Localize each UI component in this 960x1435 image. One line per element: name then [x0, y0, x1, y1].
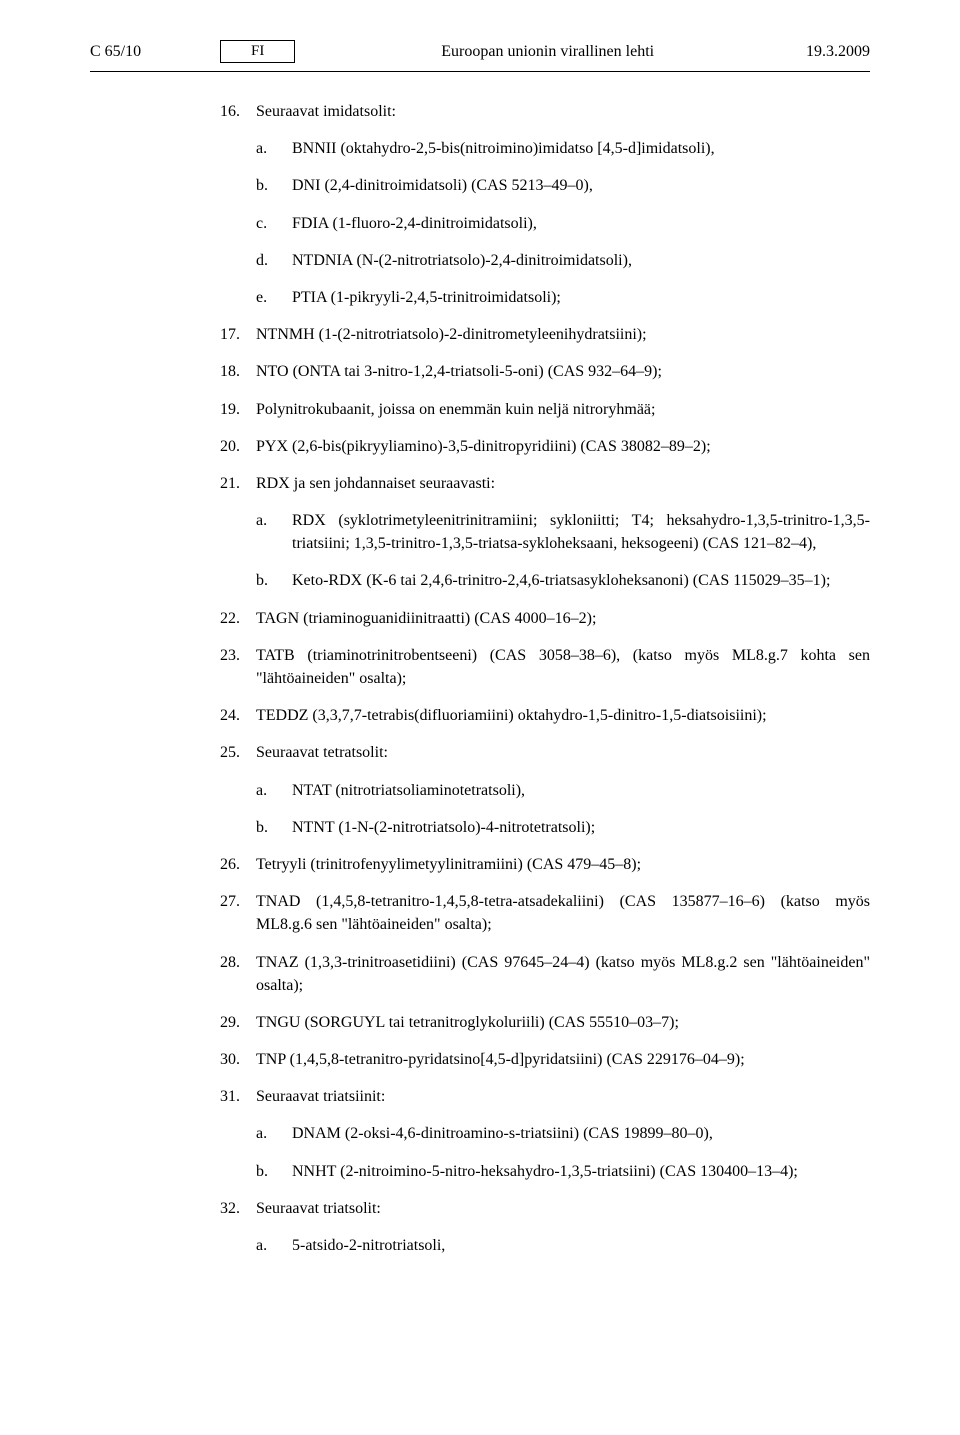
sub-letter: a. — [256, 137, 292, 160]
item-number: 17. — [220, 323, 256, 346]
list-item: 20.PYX (2,6-bis(pikryyliamino)-3,5-dinit… — [220, 435, 870, 458]
sub-item: a.5-atsido-2-nitrotriatsoli, — [256, 1234, 870, 1257]
page-header: C 65/10 FI Euroopan unionin virallinen l… — [90, 40, 870, 72]
sub-text: DNAM (2-oksi-4,6-dinitroamino-s-triatsii… — [292, 1122, 870, 1145]
sub-letter: c. — [256, 212, 292, 235]
sub-item: c.FDIA (1-fluoro-2,4-dinitroimidatsoli), — [256, 212, 870, 235]
sub-letter: b. — [256, 569, 292, 592]
sub-text: NNHT (2-nitroimino-5-nitro-heksahydro-1,… — [292, 1160, 870, 1183]
item-number: 16. — [220, 100, 256, 123]
item-number: 23. — [220, 644, 256, 690]
sub-letter: b. — [256, 174, 292, 197]
item-text: TNGU (SORGUYL tai tetranitroglykoluriili… — [256, 1011, 870, 1034]
item-number: 28. — [220, 951, 256, 997]
item-text: RDX ja sen johdannaiset seuraavasti: — [256, 472, 870, 495]
item-text: TATB (triaminotrinitrobentseeni) (CAS 30… — [256, 644, 870, 690]
item-number: 20. — [220, 435, 256, 458]
sub-list: a.5-atsido-2-nitrotriatsoli, — [220, 1234, 870, 1257]
sub-item: a.RDX (syklotrimetyleenitrinitramiini; s… — [256, 509, 870, 555]
item-number: 27. — [220, 890, 256, 936]
item-number: 19. — [220, 398, 256, 421]
sub-item: a.DNAM (2-oksi-4,6-dinitroamino-s-triats… — [256, 1122, 870, 1145]
item-text: NTNMH (1-(2-nitrotriatsolo)-2-dinitromet… — [256, 323, 870, 346]
sub-item: d.NTDNIA (N-(2-nitrotriatsolo)-2,4-dinit… — [256, 249, 870, 272]
journal-title: Euroopan unionin virallinen lehti — [335, 43, 760, 61]
sub-list: a.DNAM (2-oksi-4,6-dinitroamino-s-triats… — [220, 1122, 870, 1182]
list-item: 17.NTNMH (1-(2-nitrotriatsolo)-2-dinitro… — [220, 323, 870, 346]
sub-letter: e. — [256, 286, 292, 309]
sub-item: a.BNNII (oktahydro-2,5-bis(nitroimino)im… — [256, 137, 870, 160]
item-number: 22. — [220, 607, 256, 630]
sub-item: e.PTIA (1-pikryyli-2,4,5-trinitroimidats… — [256, 286, 870, 309]
item-text: TEDDZ (3,3,7,7-tetrabis(difluoriamiini) … — [256, 704, 870, 727]
item-number: 29. — [220, 1011, 256, 1034]
list-item: 30.TNP (1,4,5,8-tetranitro-pyridatsino[4… — [220, 1048, 870, 1071]
list-item: 16. Seuraavat imidatsolit: — [220, 100, 870, 123]
sub-list: a.NTAT (nitrotriatsoliaminotetratsoli), … — [220, 779, 870, 839]
sub-letter: a. — [256, 509, 292, 555]
sub-list: a.BNNII (oktahydro-2,5-bis(nitroimino)im… — [220, 137, 870, 309]
content-body: 16. Seuraavat imidatsolit: a.BNNII (okta… — [90, 100, 870, 1257]
sub-text: NTNT (1-N-(2-nitrotriatsolo)-4-nitrotetr… — [292, 816, 870, 839]
sub-letter: a. — [256, 779, 292, 802]
list-item: 25. Seuraavat tetratsolit: — [220, 741, 870, 764]
item-text: Polynitrokubaanit, joissa on enemmän kui… — [256, 398, 870, 421]
sub-item: b.NNHT (2-nitroimino-5-nitro-heksahydro-… — [256, 1160, 870, 1183]
item-text: NTO (ONTA tai 3-nitro-1,2,4-triatsoli-5-… — [256, 360, 870, 383]
item-number: 25. — [220, 741, 256, 764]
sub-letter: b. — [256, 816, 292, 839]
sub-item: a.NTAT (nitrotriatsoliaminotetratsoli), — [256, 779, 870, 802]
sub-text: DNI (2,4-dinitroimidatsoli) (CAS 5213–49… — [292, 174, 870, 197]
list-item: 19.Polynitrokubaanit, joissa on enemmän … — [220, 398, 870, 421]
sub-item: b.NTNT (1-N-(2-nitrotriatsolo)-4-nitrote… — [256, 816, 870, 839]
sub-text: BNNII (oktahydro-2,5-bis(nitroimino)imid… — [292, 137, 870, 160]
sub-text: 5-atsido-2-nitrotriatsoli, — [292, 1234, 870, 1257]
list-item: 26.Tetryyli (trinitrofenyylimetyylinitra… — [220, 853, 870, 876]
list-item: 23.TATB (triaminotrinitrobentseeni) (CAS… — [220, 644, 870, 690]
item-text: TNAZ (1,3,3-trinitroasetidiini) (CAS 976… — [256, 951, 870, 997]
item-text: TNAD (1,4,5,8-tetranitro-1,4,5,8-tetra-a… — [256, 890, 870, 936]
sub-text: Keto-RDX (K-6 tai 2,4,6-trinitro-2,4,6-t… — [292, 569, 870, 592]
item-text: PYX (2,6-bis(pikryyliamino)-3,5-dinitrop… — [256, 435, 870, 458]
list-item: 22.TAGN (triaminoguanidiinitraatti) (CAS… — [220, 607, 870, 630]
item-number: 21. — [220, 472, 256, 495]
sub-text: NTAT (nitrotriatsoliaminotetratsoli), — [292, 779, 870, 802]
item-text: Seuraavat imidatsolit: — [256, 100, 870, 123]
sub-text: NTDNIA (N-(2-nitrotriatsolo)-2,4-dinitro… — [292, 249, 870, 272]
list-item: 31. Seuraavat triatsiinit: — [220, 1085, 870, 1108]
list-item: 24.TEDDZ (3,3,7,7-tetrabis(difluoriamiin… — [220, 704, 870, 727]
list-item: 27.TNAD (1,4,5,8-tetranitro-1,4,5,8-tetr… — [220, 890, 870, 936]
sub-text: RDX (syklotrimetyleenitrinitramiini; syk… — [292, 509, 870, 555]
sub-letter: b. — [256, 1160, 292, 1183]
item-number: 30. — [220, 1048, 256, 1071]
list-item: 28.TNAZ (1,3,3-trinitroasetidiini) (CAS … — [220, 951, 870, 997]
item-text: Tetryyli (trinitrofenyylimetyylinitramii… — [256, 853, 870, 876]
sub-letter: d. — [256, 249, 292, 272]
item-text: Seuraavat tetratsolit: — [256, 741, 870, 764]
item-text: TAGN (triaminoguanidiinitraatti) (CAS 40… — [256, 607, 870, 630]
list-item: 21. RDX ja sen johdannaiset seuraavasti: — [220, 472, 870, 495]
item-number: 31. — [220, 1085, 256, 1108]
page-ref: C 65/10 — [90, 43, 220, 61]
item-number: 26. — [220, 853, 256, 876]
sub-item: b.Keto-RDX (K-6 tai 2,4,6-trinitro-2,4,6… — [256, 569, 870, 592]
item-number: 18. — [220, 360, 256, 383]
list-item: 32. Seuraavat triatsolit: — [220, 1197, 870, 1220]
item-number: 32. — [220, 1197, 256, 1220]
sub-letter: a. — [256, 1122, 292, 1145]
sub-text: PTIA (1-pikryyli-2,4,5-trinitroimidatsol… — [292, 286, 870, 309]
header-date: 19.3.2009 — [760, 43, 870, 61]
sub-text: FDIA (1-fluoro-2,4-dinitroimidatsoli), — [292, 212, 870, 235]
lang-code: FI — [220, 40, 295, 63]
sub-list: a.RDX (syklotrimetyleenitrinitramiini; s… — [220, 509, 870, 593]
sub-letter: a. — [256, 1234, 292, 1257]
item-text: Seuraavat triatsiinit: — [256, 1085, 870, 1108]
sub-item: b.DNI (2,4-dinitroimidatsoli) (CAS 5213–… — [256, 174, 870, 197]
list-item: 18.NTO (ONTA tai 3-nitro-1,2,4-triatsoli… — [220, 360, 870, 383]
item-text: TNP (1,4,5,8-tetranitro-pyridatsino[4,5-… — [256, 1048, 870, 1071]
list-item: 29.TNGU (SORGUYL tai tetranitroglykoluri… — [220, 1011, 870, 1034]
item-text: Seuraavat triatsolit: — [256, 1197, 870, 1220]
item-number: 24. — [220, 704, 256, 727]
